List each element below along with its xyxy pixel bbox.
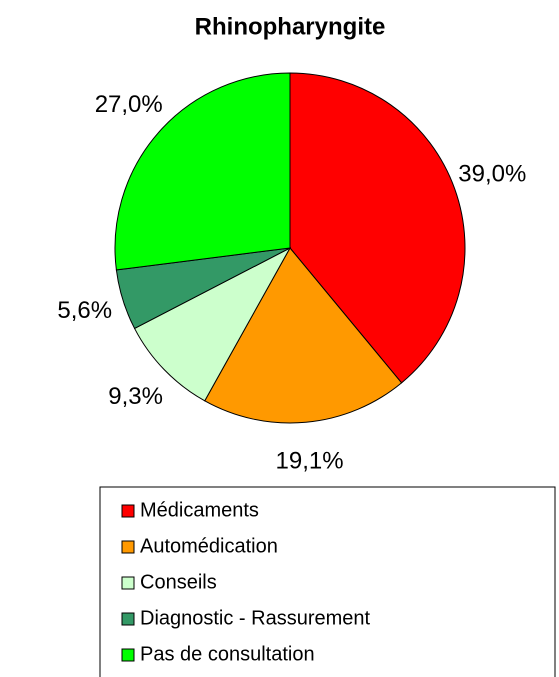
legend-label: Conseils bbox=[140, 571, 217, 593]
value-label: 5,6% bbox=[57, 297, 112, 324]
value-label: 27,0% bbox=[95, 91, 163, 118]
pie-slice bbox=[204, 247, 403, 424]
chart-title: Rhinopharyngite bbox=[195, 13, 386, 40]
legend-swatch bbox=[121, 648, 135, 662]
value-label: 39,0% bbox=[458, 161, 526, 188]
legend-label: Pas de consultation bbox=[140, 643, 315, 665]
legend-label: Diagnostic - Rassurement bbox=[140, 607, 371, 629]
pie-slice bbox=[114, 72, 291, 271]
legend-label: Automédication bbox=[140, 535, 278, 557]
legend-label: Médicaments bbox=[140, 499, 259, 521]
legend-swatch bbox=[121, 504, 135, 518]
legend-swatch bbox=[121, 576, 135, 590]
value-label: 19,1% bbox=[276, 447, 344, 474]
value-label: 9,3% bbox=[108, 383, 163, 410]
legend-swatch bbox=[121, 612, 135, 626]
pie-slice bbox=[289, 72, 466, 384]
pie-slice bbox=[133, 246, 292, 402]
legend-swatch bbox=[121, 540, 135, 554]
legend-box bbox=[99, 486, 556, 677]
